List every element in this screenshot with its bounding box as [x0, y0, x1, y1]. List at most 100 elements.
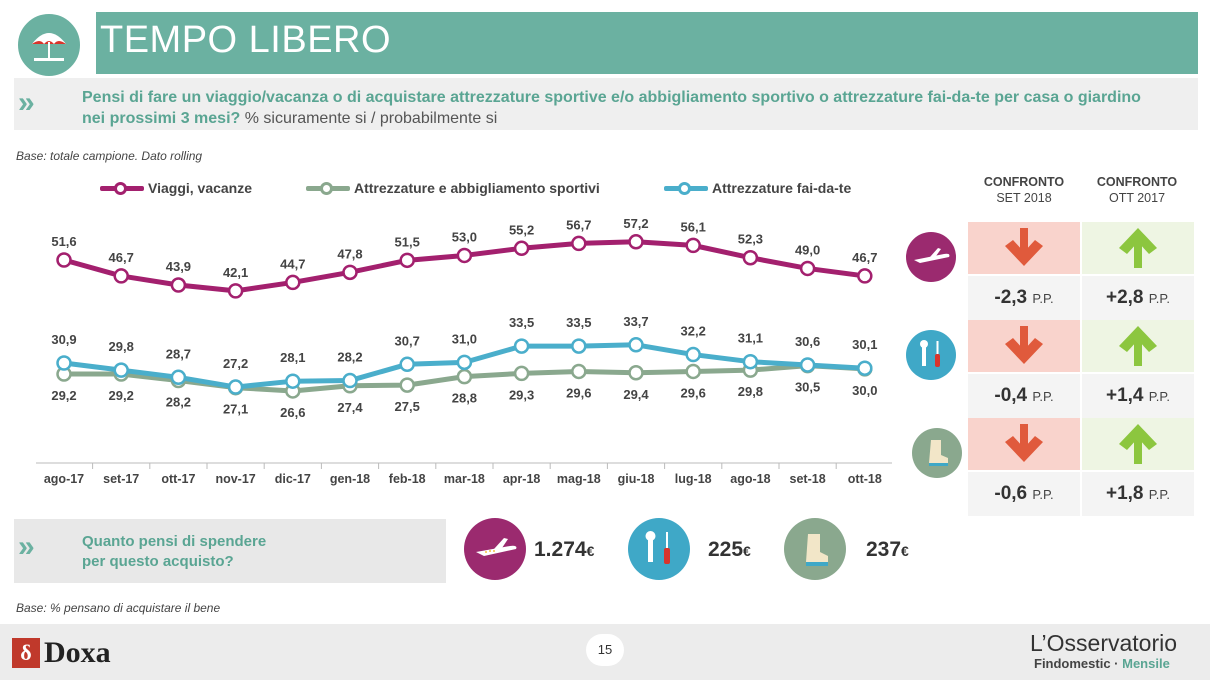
x-tick-label: mar-18	[444, 472, 485, 486]
data-label: 53,0	[452, 229, 477, 244]
data-label: 33,5	[509, 315, 534, 330]
data-label: 28,1	[280, 350, 305, 365]
data-label: 30,1	[852, 337, 877, 352]
data-point	[399, 377, 415, 393]
boot-icon	[912, 428, 962, 478]
data-label: 33,7	[623, 314, 648, 329]
data-label: 42,1	[223, 265, 248, 280]
observatory-mensile: Mensile	[1122, 656, 1170, 671]
data-point	[628, 337, 644, 353]
x-tick-label: apr-18	[503, 472, 541, 486]
data-label: 29,6	[681, 385, 706, 400]
comparison-header-title: CONFRONTO	[983, 175, 1065, 189]
comparison-value-set: -0,4 P.P.	[968, 374, 1080, 418]
data-label: 46,7	[852, 250, 877, 265]
data-point	[513, 365, 530, 382]
comparison-header-title: CONFRONTO	[1096, 175, 1178, 189]
data-point	[857, 360, 873, 376]
comparison-value-ott: +1,4 P.P.	[1082, 374, 1194, 418]
data-point	[685, 346, 701, 363]
data-label: 27,4	[337, 400, 363, 415]
comparison-value-ott: +1,8 P.P.	[1082, 472, 1194, 516]
x-tick-label: set-17	[103, 472, 139, 486]
x-tick-label: lug-18	[675, 472, 712, 486]
data-point	[456, 247, 473, 264]
comparison-header-sub: OTT 2017	[1108, 191, 1166, 205]
spend-number: 1.274	[534, 538, 587, 561]
data-label: 56,7	[566, 217, 591, 232]
up-arrow-icon	[1082, 320, 1194, 372]
data-label: 51,5	[395, 234, 420, 249]
comparison-unit: P.P.	[1148, 389, 1170, 404]
data-label: 28,7	[166, 346, 191, 361]
data-label: 33,5	[566, 315, 591, 330]
data-point	[685, 363, 701, 380]
question-bar	[14, 78, 1198, 130]
spend-number: 237	[866, 538, 902, 561]
data-point	[628, 234, 644, 250]
down-arrow-icon	[968, 320, 1080, 372]
data-label: 29,3	[509, 387, 534, 402]
down-arrow-icon	[968, 222, 1080, 274]
data-point	[113, 268, 129, 284]
doxa-logo: δ Doxa	[12, 636, 111, 670]
x-tick-label: ago-18	[730, 472, 770, 486]
legend-item-faidate: Attrezzature fai-da-te	[664, 180, 851, 196]
data-label: 43,9	[166, 259, 191, 274]
data-point	[285, 274, 301, 291]
data-label: 51,6	[51, 234, 76, 249]
currency: €	[901, 543, 909, 559]
legend-item-viaggi: Viaggi, vacanze	[100, 180, 252, 196]
data-point	[56, 355, 72, 371]
data-label: 57,2	[623, 216, 648, 231]
data-point	[799, 357, 816, 373]
data-label: 29,8	[738, 384, 763, 399]
spend-question: Quanto pensi di spendere per questo acqu…	[82, 532, 266, 572]
legend-swatch	[306, 181, 350, 195]
data-point	[685, 237, 701, 254]
comparison-number: -0,6	[994, 483, 1028, 504]
data-point	[571, 235, 587, 252]
comparison-unit: P.P.	[1032, 291, 1054, 306]
data-point	[342, 264, 358, 281]
data-point	[399, 252, 415, 269]
x-tick-label: ago-17	[44, 472, 84, 486]
comparison-value-set: -0,6 P.P.	[968, 472, 1080, 516]
airplane-icon	[464, 518, 526, 580]
data-point	[227, 379, 244, 395]
x-tick-label: giu-18	[618, 472, 655, 486]
down-arrow-icon	[968, 418, 1080, 470]
question-sub: % sicuramente si / probabilmente si	[244, 110, 498, 127]
data-label: 30,5	[795, 380, 820, 395]
data-label: 47,8	[337, 246, 362, 261]
observatory-subtitle: Findomestic · Mensile	[1034, 656, 1170, 671]
chevrons-icon: »	[18, 530, 34, 563]
data-point	[456, 368, 473, 385]
question-text: Pensi di fare un viaggio/vacanza o di ac…	[82, 87, 1142, 129]
chevrons-icon: »	[18, 86, 34, 119]
comparison-number: +1,8	[1105, 483, 1144, 504]
data-point	[227, 283, 244, 299]
data-label: 30,0	[852, 383, 877, 398]
x-tick-label: dic-17	[275, 472, 311, 486]
comparison-header-sub: SET 2018	[996, 191, 1052, 205]
x-tick-label: mag-18	[557, 472, 601, 486]
up-arrow-icon	[1082, 222, 1194, 274]
x-tick-label: gen-18	[330, 472, 370, 486]
data-point	[742, 353, 759, 370]
base-note-spend: Base: % pensano di acquistare il bene	[16, 601, 221, 615]
legend-label: Attrezzature fai-da-te	[712, 180, 852, 196]
currency: €	[743, 543, 751, 559]
spend-value-viaggi: 1.274€	[534, 538, 594, 562]
x-tick-label: ott-18	[848, 472, 882, 486]
data-label: 27,1	[223, 402, 248, 417]
legend-label: Viaggi, vacanze	[148, 180, 253, 196]
data-point	[56, 252, 72, 268]
data-point	[571, 338, 587, 354]
spend-value-sport: 237€	[866, 538, 909, 562]
data-label: 27,5	[395, 399, 420, 414]
x-tick-label: feb-18	[389, 472, 426, 486]
data-point	[742, 249, 759, 266]
data-point	[628, 365, 644, 381]
data-label: 32,2	[681, 324, 706, 339]
